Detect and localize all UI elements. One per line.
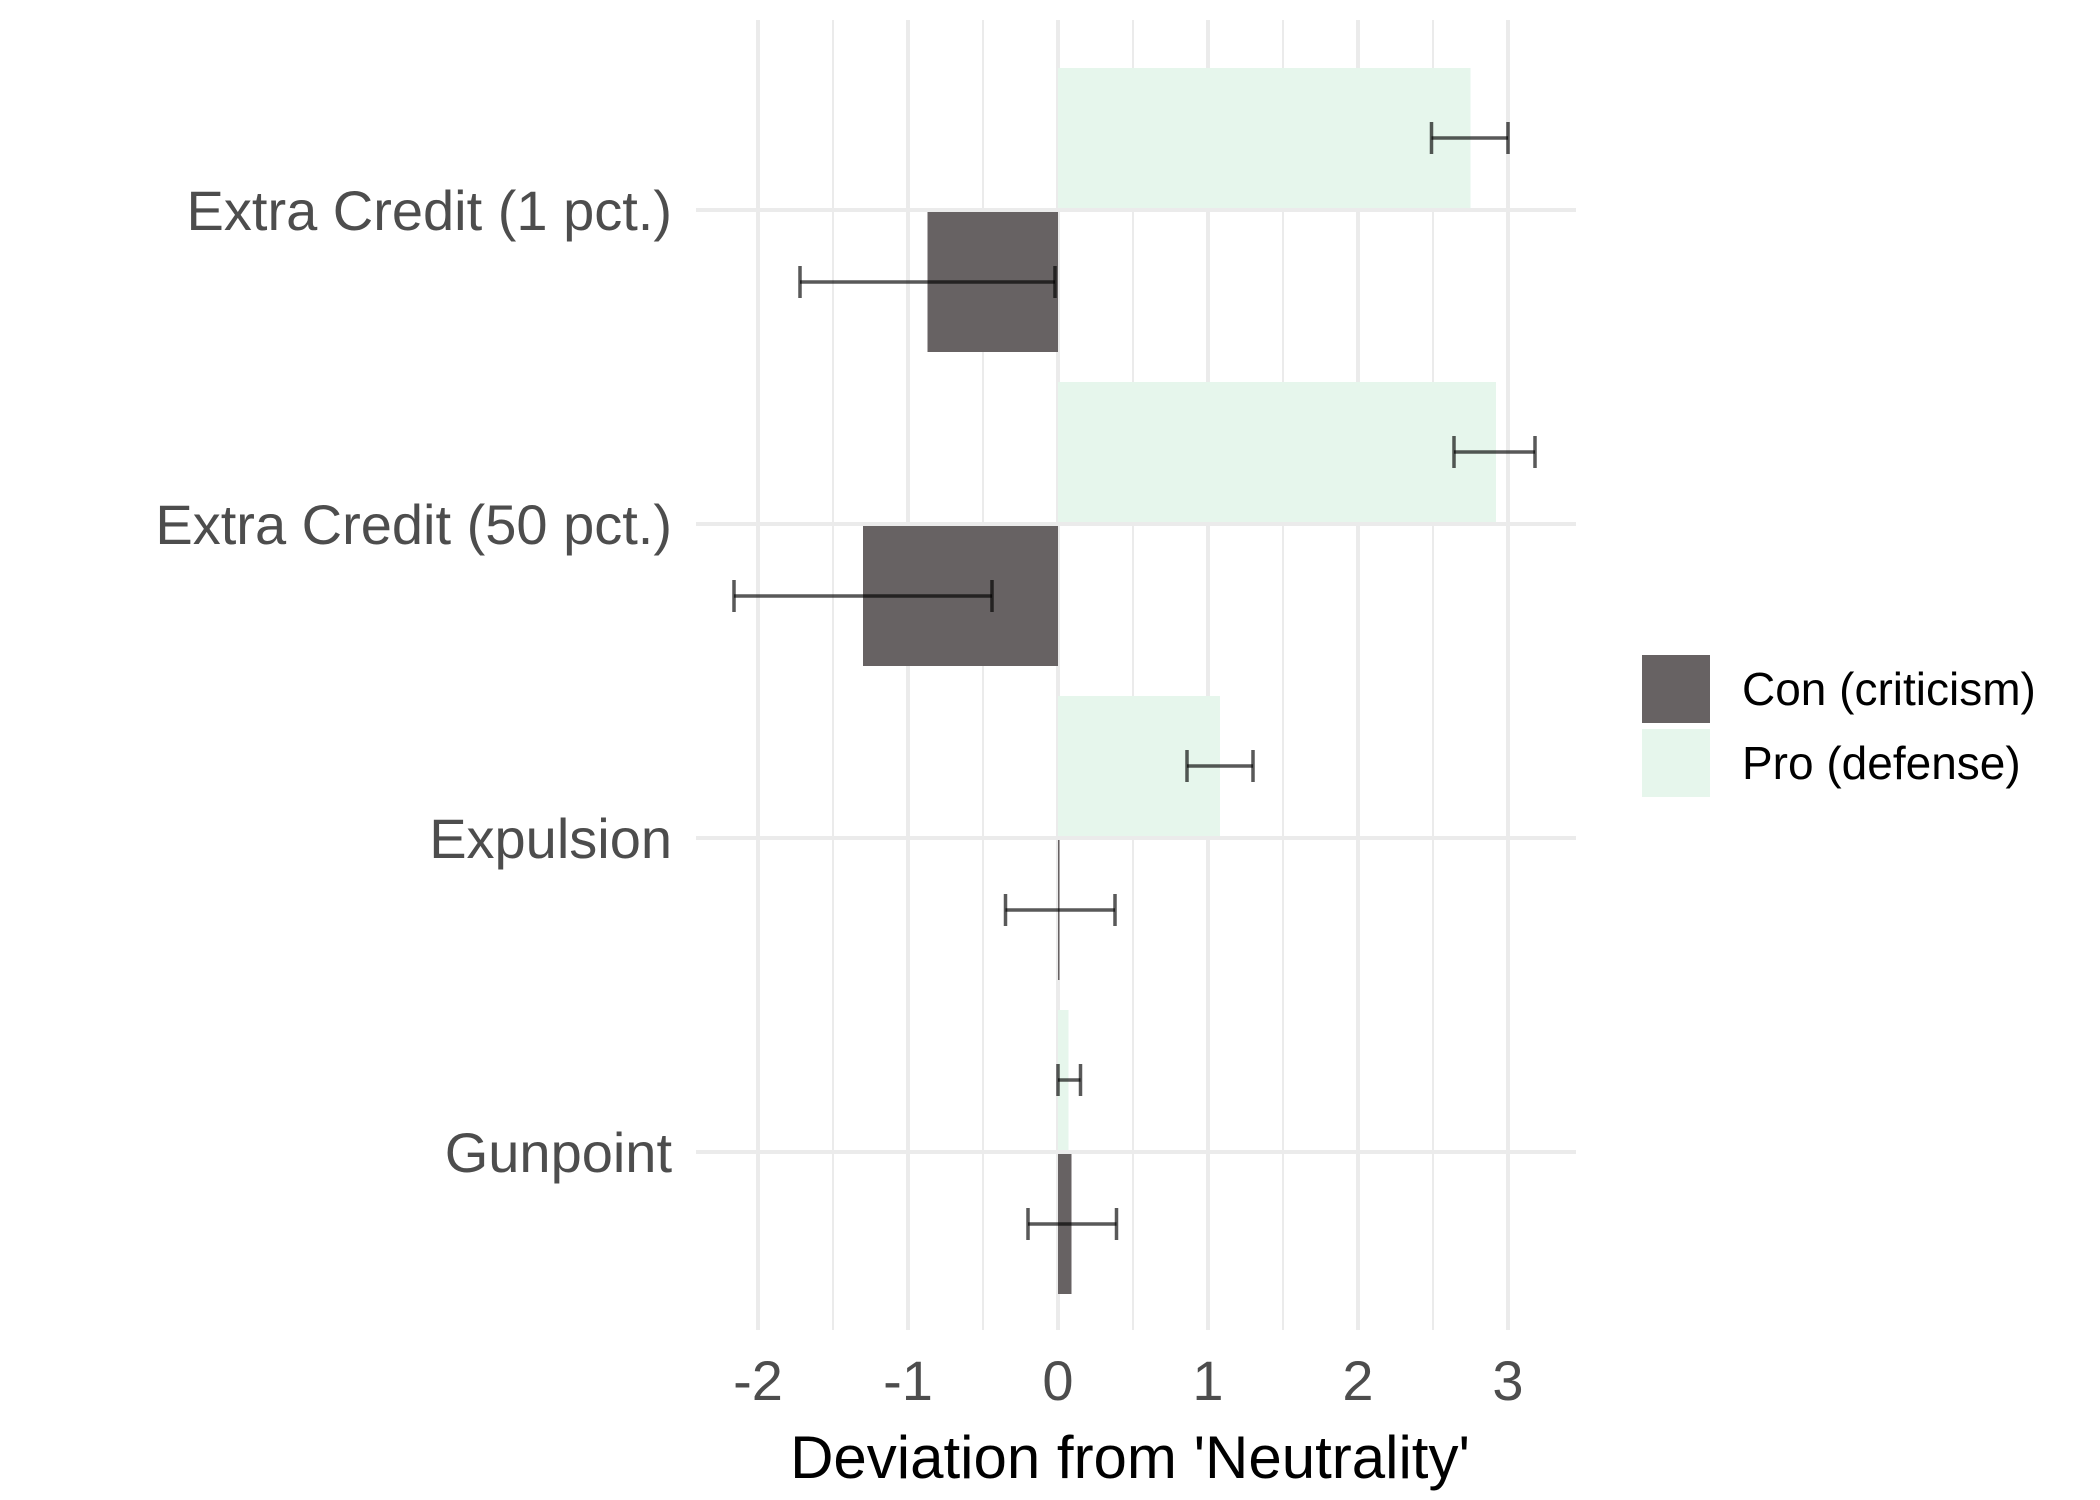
x-tick-label: -2 [733, 1349, 783, 1412]
legend-label: Con (criticism) [1742, 663, 2036, 715]
y-tick-label: Extra Credit (1 pct.) [187, 179, 672, 242]
x-tick-label: -1 [883, 1349, 933, 1412]
legend-key-pro [1642, 729, 1710, 797]
x-tick-label: 3 [1492, 1349, 1523, 1412]
y-tick-label: Extra Credit (50 pct.) [155, 493, 672, 556]
bar-pro [1058, 68, 1471, 208]
error-bars [732, 122, 1537, 1240]
y-tick-label: Expulsion [429, 807, 672, 870]
legend: Con (criticism) Pro (defense) [1642, 655, 2036, 797]
x-tick-label: 2 [1342, 1349, 1373, 1412]
bar-pro [1058, 382, 1496, 522]
legend-label: Pro (defense) [1742, 737, 2021, 789]
grid [696, 20, 1576, 1330]
x-tick-label: 1 [1192, 1349, 1223, 1412]
x-tick-label: 0 [1042, 1349, 1073, 1412]
y-tick-labels: Extra Credit (1 pct.) Extra Credit (50 pc… [155, 179, 672, 1184]
legend-key-con [1642, 655, 1710, 723]
x-axis-title: Deviation from 'Neutrality' [790, 1424, 1470, 1491]
x-tick-labels: -2 -1 0 1 2 3 [733, 1349, 1523, 1412]
bars [863, 68, 1496, 1294]
y-tick-label: Gunpoint [445, 1121, 673, 1184]
